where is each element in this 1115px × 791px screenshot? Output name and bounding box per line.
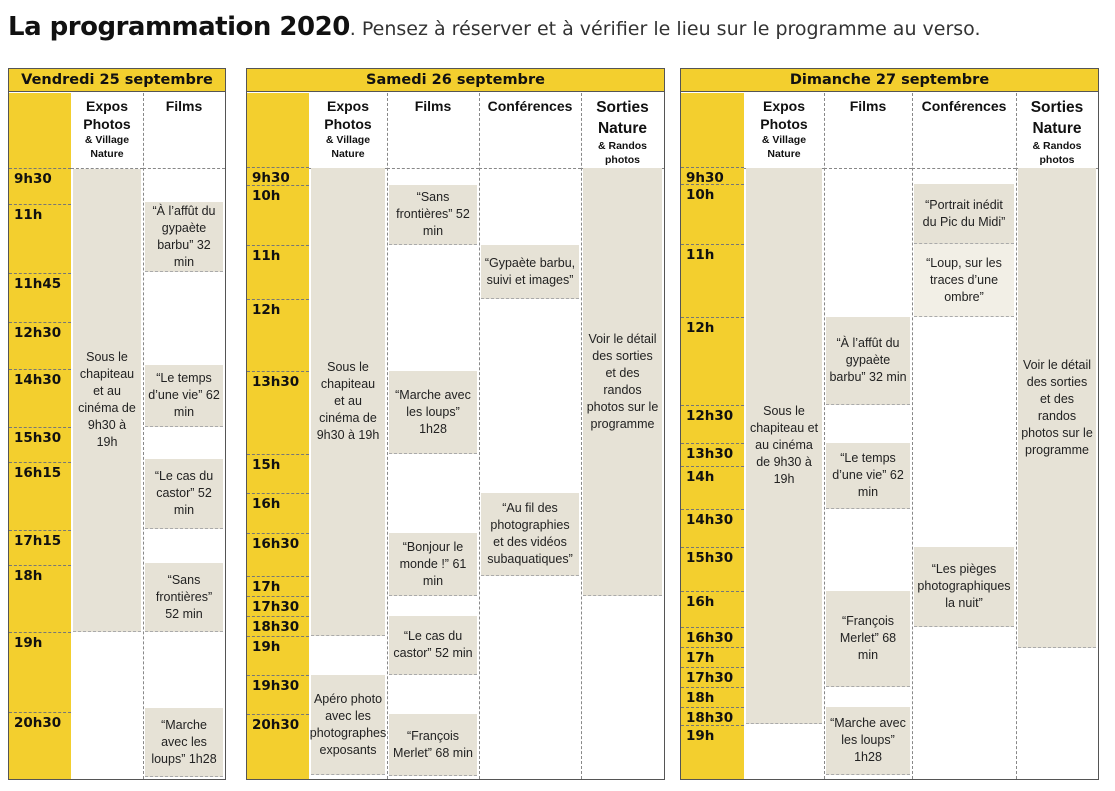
time-column xyxy=(9,93,71,779)
expos-block: Sous le chapiteau et au cinéma de 9h30 à… xyxy=(73,169,141,632)
time-slot: 17h xyxy=(247,576,309,595)
time-slot: 12h30 xyxy=(9,322,71,341)
time-slot: 19h xyxy=(247,636,309,655)
film-block: “Marche avec les loups” 1h28 xyxy=(145,708,223,777)
time-slot: 20h30 xyxy=(247,714,309,733)
time-slot: 18h xyxy=(9,565,71,584)
column-divider xyxy=(824,93,825,779)
page-subtitle: . Pensez à réserver et à vérifier le lie… xyxy=(349,18,981,40)
film-block: “Marche avec les loups” 1h28 xyxy=(826,707,910,775)
time-slot: 19h xyxy=(681,725,744,744)
film-block: “À l’affût du gypaète barbu” 32 min xyxy=(145,202,223,272)
film-block: “François Merlet” 68 min xyxy=(389,714,477,776)
conference-block: “Gypaète barbu, suivi et images” xyxy=(481,245,579,299)
column-header-films: Films xyxy=(387,93,479,169)
time-slot: 17h30 xyxy=(681,667,744,686)
time-slot: 14h30 xyxy=(681,509,744,528)
conference-block: “Loup, sur les traces d’une ombre” xyxy=(914,244,1014,317)
film-block: “À l’affût du gypaète barbu” 32 min xyxy=(826,317,910,405)
film-block: “Bonjour le monde !” 61 min xyxy=(389,533,477,596)
time-slot: 16h xyxy=(681,591,744,610)
time-column xyxy=(247,93,309,779)
column-header-expos: Expos Photos & Village Nature xyxy=(744,93,824,169)
time-slot: 14h30 xyxy=(9,369,71,388)
page-title: La programmation 2020 xyxy=(8,12,350,42)
column-divider xyxy=(581,93,582,779)
column-header-conferences: Conférences xyxy=(912,93,1016,169)
column-divider xyxy=(143,93,144,779)
day-title: Vendredi 25 septembre xyxy=(9,69,225,92)
column-divider xyxy=(387,93,388,779)
time-slot: 15h xyxy=(247,454,309,473)
time-slot: 15h30 xyxy=(681,547,744,566)
expos-block: Sous le chapiteau et au cinéma de 9h30 à… xyxy=(311,168,385,636)
time-slot: 11h xyxy=(9,204,71,223)
column-header-sorties: Sorties Nature & Randos photos xyxy=(581,93,664,169)
column-header-conferences: Conférences xyxy=(479,93,581,169)
time-slot: 16h xyxy=(247,493,309,512)
time-slot: 18h30 xyxy=(681,707,744,726)
column-divider xyxy=(479,93,480,779)
film-block: “François Merlet” 68 min xyxy=(826,591,910,687)
day-friday: Vendredi 25 septembre Expos Photos & Vil… xyxy=(8,68,226,780)
page-header: La programmation 2020. Pensez à réserver… xyxy=(8,12,1108,48)
time-slot: 11h xyxy=(681,244,744,263)
column-header-expos: Expos Photos & Village Nature xyxy=(309,93,387,169)
conference-block: “Portrait inédit du Pic du Midi” xyxy=(914,184,1014,244)
time-slot: 12h xyxy=(247,299,309,318)
day-sunday: Dimanche 27 septembre Expos Photos & Vil… xyxy=(680,68,1099,780)
time-slot: 9h30 xyxy=(247,167,309,186)
time-slot: 13h30 xyxy=(247,371,309,390)
film-block: “Sans frontières” 52 min xyxy=(145,563,223,632)
column-divider xyxy=(1016,93,1017,779)
time-slot: 19h xyxy=(9,632,71,651)
day-saturday: Samedi 26 septembre Expos Photos & Villa… xyxy=(246,68,665,780)
sorties-block: Voir le détail des sorties et des randos… xyxy=(583,168,662,596)
film-block: “Le temps d’une vie” 62 min xyxy=(826,443,910,509)
time-slot: 17h xyxy=(681,647,744,666)
time-slot: 12h30 xyxy=(681,405,744,424)
time-slot: 14h xyxy=(681,466,744,485)
time-slot: 10h xyxy=(247,185,309,204)
time-slot: 12h xyxy=(681,317,744,336)
time-slot: 15h30 xyxy=(9,427,71,446)
column-header-films: Films xyxy=(143,93,225,169)
conference-block: “Les pièges photographiques la nuit” xyxy=(914,547,1014,627)
time-slot: 11h xyxy=(247,245,309,264)
film-block: “Sans frontières” 52 min xyxy=(389,185,477,245)
time-slot: 13h30 xyxy=(681,443,744,462)
time-slot: 9h30 xyxy=(681,167,744,186)
column-divider xyxy=(912,93,913,779)
column-header-films: Films xyxy=(824,93,912,169)
expos-block: Sous le chapiteau et au cinéma de 9h30 à… xyxy=(746,168,822,724)
time-slot: 9h30 xyxy=(9,168,71,187)
day-title: Samedi 26 septembre xyxy=(247,69,664,92)
column-header-sorties: Sorties Nature & Randos photos xyxy=(1016,93,1098,169)
time-slot: 16h30 xyxy=(247,533,309,552)
time-slot: 11h45 xyxy=(9,273,71,292)
film-block: “Le cas du castor” 52 min xyxy=(389,616,477,675)
day-title: Dimanche 27 septembre xyxy=(681,69,1098,92)
column-header-expos: Expos Photos & Village Nature xyxy=(71,93,143,169)
film-block: “Le cas du castor” 52 min xyxy=(145,459,223,529)
conference-block: “Au fil des photographies et des vidéos … xyxy=(481,493,579,576)
sorties-block: Voir le détail des sorties et des randos… xyxy=(1018,168,1096,648)
apero-block: Apéro photo avec les photographes exposa… xyxy=(310,675,386,775)
time-column xyxy=(681,93,744,779)
film-block: “Le temps d’une vie” 62 min xyxy=(145,365,223,427)
time-slot: 17h30 xyxy=(247,596,309,615)
time-slot: 18h xyxy=(681,687,744,706)
time-slot: 20h30 xyxy=(9,712,71,731)
time-slot: 18h30 xyxy=(247,616,309,635)
time-slot: 16h30 xyxy=(681,627,744,646)
time-slot: 19h30 xyxy=(247,675,309,694)
time-slot: 17h15 xyxy=(9,530,71,549)
time-slot: 10h xyxy=(681,184,744,203)
time-slot: 16h15 xyxy=(9,462,71,481)
film-block: “Marche avec les loups” 1h28 xyxy=(389,371,477,454)
